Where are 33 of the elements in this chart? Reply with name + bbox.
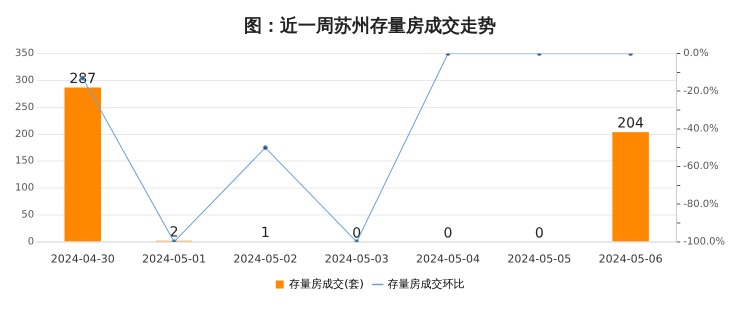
- point: [262, 145, 268, 150]
- y-tick-label: 300: [14, 75, 34, 86]
- y2-tick-label: -60.0%: [683, 161, 719, 172]
- data-label: 0: [352, 225, 362, 242]
- x-tick-label: 2024-05-03: [324, 252, 389, 266]
- y-tick-label: 250: [14, 102, 34, 113]
- y-tick-label: 100: [14, 182, 34, 194]
- data-label: 1: [260, 224, 270, 241]
- chart-title: 图：近一周苏州存量房成交走势: [244, 15, 496, 36]
- y2-tick-label: -100.0%: [683, 236, 726, 248]
- x-tick-label: 2024-04-30: [50, 252, 115, 266]
- y-tick-label: 150: [14, 156, 34, 167]
- data-label: 2: [170, 224, 179, 240]
- y2-tick-label: -20.0%: [683, 86, 719, 97]
- y2-tick-label: -40.0%: [683, 123, 719, 134]
- y-tick-label: 200: [14, 128, 34, 140]
- data-label: 204: [617, 116, 644, 132]
- legend-label: 存量房成交环比: [387, 277, 464, 290]
- y-tick-label: 50: [21, 210, 34, 221]
- y-tick-label: 350: [14, 48, 34, 60]
- x-tick-label: 2024-05-01: [142, 252, 206, 266]
- data-label: 0: [444, 225, 452, 242]
- bar: [612, 132, 649, 242]
- x-tick-label: 2024-05-04: [416, 252, 480, 266]
- x-tick-label: 2024-05-06: [598, 252, 663, 266]
- legend-label: 存量房成交(套): [289, 277, 364, 290]
- x-tick-label: 2024-05-02: [233, 252, 298, 266]
- x-tick-label: 2024-05-05: [507, 252, 572, 266]
- y-tick-label: 0: [28, 236, 34, 248]
- y2-tick-label: 0.0%: [683, 48, 709, 60]
- bar: [64, 87, 102, 242]
- y2-tick-label: -80.0%: [683, 198, 719, 210]
- data-label: 0: [534, 225, 544, 242]
